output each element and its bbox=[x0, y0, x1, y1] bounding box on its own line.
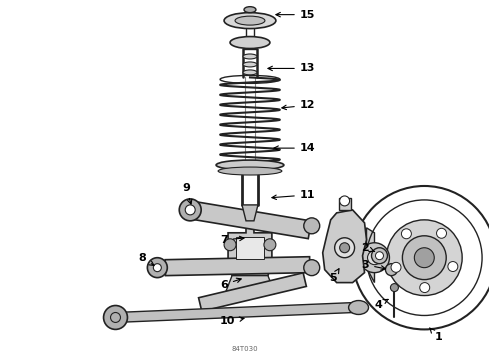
Polygon shape bbox=[339, 198, 350, 210]
Circle shape bbox=[185, 205, 195, 215]
Circle shape bbox=[415, 248, 434, 268]
Circle shape bbox=[402, 236, 446, 280]
Circle shape bbox=[386, 264, 397, 276]
Circle shape bbox=[401, 229, 412, 239]
Polygon shape bbox=[228, 221, 272, 276]
Circle shape bbox=[420, 283, 430, 293]
Polygon shape bbox=[225, 276, 275, 293]
Text: 11: 11 bbox=[272, 190, 315, 200]
Text: 12: 12 bbox=[282, 100, 315, 110]
Circle shape bbox=[304, 260, 319, 276]
Circle shape bbox=[375, 252, 384, 260]
Text: 1: 1 bbox=[430, 328, 442, 342]
Polygon shape bbox=[189, 201, 311, 239]
Circle shape bbox=[371, 248, 388, 264]
Text: 5: 5 bbox=[330, 269, 339, 283]
Text: 2: 2 bbox=[362, 243, 375, 253]
Text: 10: 10 bbox=[220, 316, 244, 327]
Circle shape bbox=[335, 238, 355, 258]
Text: 7: 7 bbox=[220, 235, 244, 245]
Text: 8: 8 bbox=[138, 253, 154, 265]
Text: 4: 4 bbox=[374, 300, 388, 310]
Ellipse shape bbox=[224, 13, 276, 28]
Ellipse shape bbox=[216, 160, 284, 170]
Circle shape bbox=[340, 196, 349, 206]
Circle shape bbox=[153, 264, 161, 272]
Text: 14: 14 bbox=[274, 143, 316, 153]
Polygon shape bbox=[367, 228, 374, 283]
Circle shape bbox=[304, 218, 319, 234]
Text: 84T030: 84T030 bbox=[232, 346, 258, 352]
Circle shape bbox=[179, 199, 201, 221]
Circle shape bbox=[387, 220, 462, 296]
Ellipse shape bbox=[230, 37, 270, 49]
Ellipse shape bbox=[348, 301, 368, 315]
Polygon shape bbox=[198, 273, 306, 311]
Ellipse shape bbox=[244, 7, 256, 13]
Text: 6: 6 bbox=[220, 278, 241, 289]
Circle shape bbox=[264, 239, 276, 251]
Circle shape bbox=[437, 228, 446, 238]
Ellipse shape bbox=[243, 54, 257, 59]
Polygon shape bbox=[165, 257, 310, 276]
Circle shape bbox=[391, 262, 401, 272]
Ellipse shape bbox=[218, 167, 282, 175]
Circle shape bbox=[224, 239, 236, 251]
Circle shape bbox=[448, 262, 458, 271]
Polygon shape bbox=[323, 210, 367, 283]
Polygon shape bbox=[242, 205, 258, 221]
Text: 13: 13 bbox=[268, 63, 315, 73]
Circle shape bbox=[391, 284, 398, 292]
Text: 15: 15 bbox=[276, 10, 315, 20]
Circle shape bbox=[340, 243, 349, 253]
Circle shape bbox=[103, 306, 127, 329]
Ellipse shape bbox=[243, 70, 257, 75]
Circle shape bbox=[147, 258, 167, 278]
Polygon shape bbox=[115, 302, 355, 323]
Text: 9: 9 bbox=[182, 183, 192, 204]
Ellipse shape bbox=[235, 16, 265, 25]
Text: 3: 3 bbox=[362, 260, 386, 270]
Ellipse shape bbox=[243, 62, 257, 67]
Circle shape bbox=[360, 243, 390, 273]
Polygon shape bbox=[236, 237, 264, 259]
Circle shape bbox=[368, 251, 382, 265]
